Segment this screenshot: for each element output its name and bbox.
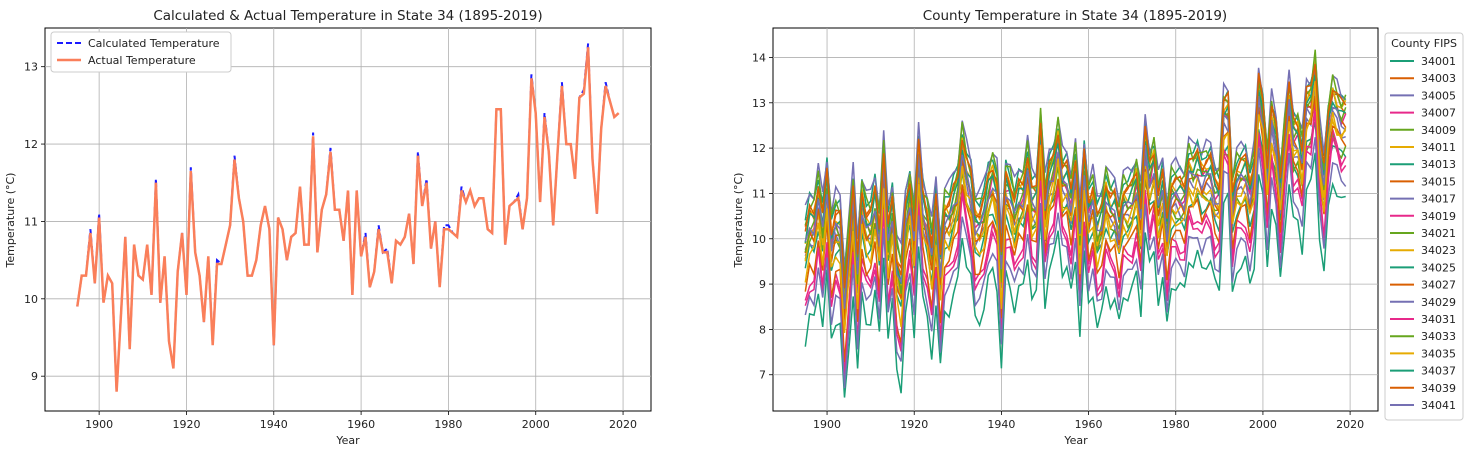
chart-right-ytick-label: 8 bbox=[759, 323, 766, 336]
county-line-34031 bbox=[804, 110, 1347, 382]
chart-right-ytick-label: 14 bbox=[752, 51, 766, 64]
legend-label-34011: 34011 bbox=[1421, 141, 1456, 154]
chart-right-xlabel: Year bbox=[1063, 434, 1088, 447]
county-line-34037 bbox=[804, 152, 1346, 398]
chart-left-xtick-label: 1960 bbox=[347, 418, 375, 431]
chart-left-xtick-label: 2000 bbox=[522, 418, 550, 431]
chart-left-ytick-label: 13 bbox=[24, 61, 38, 74]
legend-label-34033: 34033 bbox=[1421, 330, 1456, 343]
legend-label-34005: 34005 bbox=[1421, 89, 1456, 102]
chart-left-xtick-label: 2020 bbox=[609, 418, 637, 431]
chart-right-ytick-label: 12 bbox=[752, 142, 766, 155]
chart-right-ylabel: Temperature (°C) bbox=[732, 173, 745, 269]
chart-right-ytick-label: 10 bbox=[752, 233, 766, 246]
chart-left: Calculated & Actual Temperature in State… bbox=[4, 8, 652, 447]
chart-right-xtick-label: 2000 bbox=[1249, 418, 1277, 431]
chart-left-xtick-label: 1980 bbox=[434, 418, 462, 431]
chart-right-title: County Temperature in State 34 (1895-201… bbox=[923, 8, 1227, 24]
legend-title: County FIPS bbox=[1391, 37, 1457, 50]
county-line-34041 bbox=[804, 137, 1347, 389]
chart-right-xtick-label: 1920 bbox=[900, 418, 928, 431]
legend-label-actual: Actual Temperature bbox=[88, 54, 196, 67]
county-line-34035 bbox=[804, 80, 1347, 334]
chart-right: County Temperature in State 34 (1895-201… bbox=[732, 8, 1464, 447]
chart-right-legend: County FIPS 34001 34003 34005 34007 34009 340… bbox=[1384, 32, 1464, 421]
chart-right-ytick-label: 11 bbox=[752, 187, 766, 200]
legend-label-34041: 34041 bbox=[1421, 399, 1456, 412]
legend-label-34015: 34015 bbox=[1421, 175, 1456, 188]
legend-label-34021: 34021 bbox=[1421, 227, 1456, 240]
chart-right-xtick-label: 1960 bbox=[1075, 418, 1103, 431]
legend-label-34039: 34039 bbox=[1421, 382, 1456, 395]
legend-label-34019: 34019 bbox=[1421, 210, 1456, 223]
chart-left-xtick-label: 1940 bbox=[260, 418, 288, 431]
county-line-34039 bbox=[804, 63, 1347, 289]
legend-label-34035: 34035 bbox=[1421, 347, 1456, 360]
chart-left-title: Calculated & Actual Temperature in State… bbox=[153, 8, 542, 24]
legend-label-34027: 34027 bbox=[1421, 279, 1456, 292]
chart-right-xtick-label: 1900 bbox=[813, 418, 841, 431]
chart-left-legend: Calculated Temperature Actual Temperatur… bbox=[50, 31, 232, 73]
legend-label-34029: 34029 bbox=[1421, 296, 1456, 309]
chart-left-ytick-label: 12 bbox=[24, 138, 38, 151]
legend-label-34017: 34017 bbox=[1421, 193, 1456, 206]
chart-left-ytick-label: 11 bbox=[24, 215, 38, 228]
chart-right-ytick-label: 13 bbox=[752, 97, 766, 110]
chart-right-xtick-label: 2020 bbox=[1336, 418, 1364, 431]
legend-label-34037: 34037 bbox=[1421, 365, 1456, 378]
chart-right-ytick-label: 9 bbox=[759, 278, 766, 291]
legend-label-34031: 34031 bbox=[1421, 313, 1456, 326]
series-line-actual bbox=[76, 47, 620, 392]
chart-left-xlabel: Year bbox=[335, 434, 360, 447]
chart-left-ytick-label: 10 bbox=[24, 293, 38, 306]
chart-right-xtick-label: 1940 bbox=[987, 418, 1015, 431]
legend-label-34009: 34009 bbox=[1421, 124, 1456, 137]
legend-label-34025: 34025 bbox=[1421, 261, 1456, 274]
chart-left-xtick-label: 1900 bbox=[85, 418, 113, 431]
legend-label-34013: 34013 bbox=[1421, 158, 1456, 171]
chart-left-xtick-label: 1920 bbox=[172, 418, 200, 431]
chart-left-ylabel: Temperature (°C) bbox=[4, 173, 17, 269]
legend-label-34001: 34001 bbox=[1421, 55, 1456, 68]
legend-label-34007: 34007 bbox=[1421, 107, 1456, 120]
chart-right-ytick-label: 7 bbox=[759, 369, 766, 382]
chart-right-xtick-label: 1980 bbox=[1162, 418, 1190, 431]
legend-label-34003: 34003 bbox=[1421, 72, 1456, 85]
legend-label-34023: 34023 bbox=[1421, 244, 1456, 257]
chart-left-ytick-label: 9 bbox=[31, 370, 38, 383]
legend-label-calculated: Calculated Temperature bbox=[88, 37, 220, 50]
